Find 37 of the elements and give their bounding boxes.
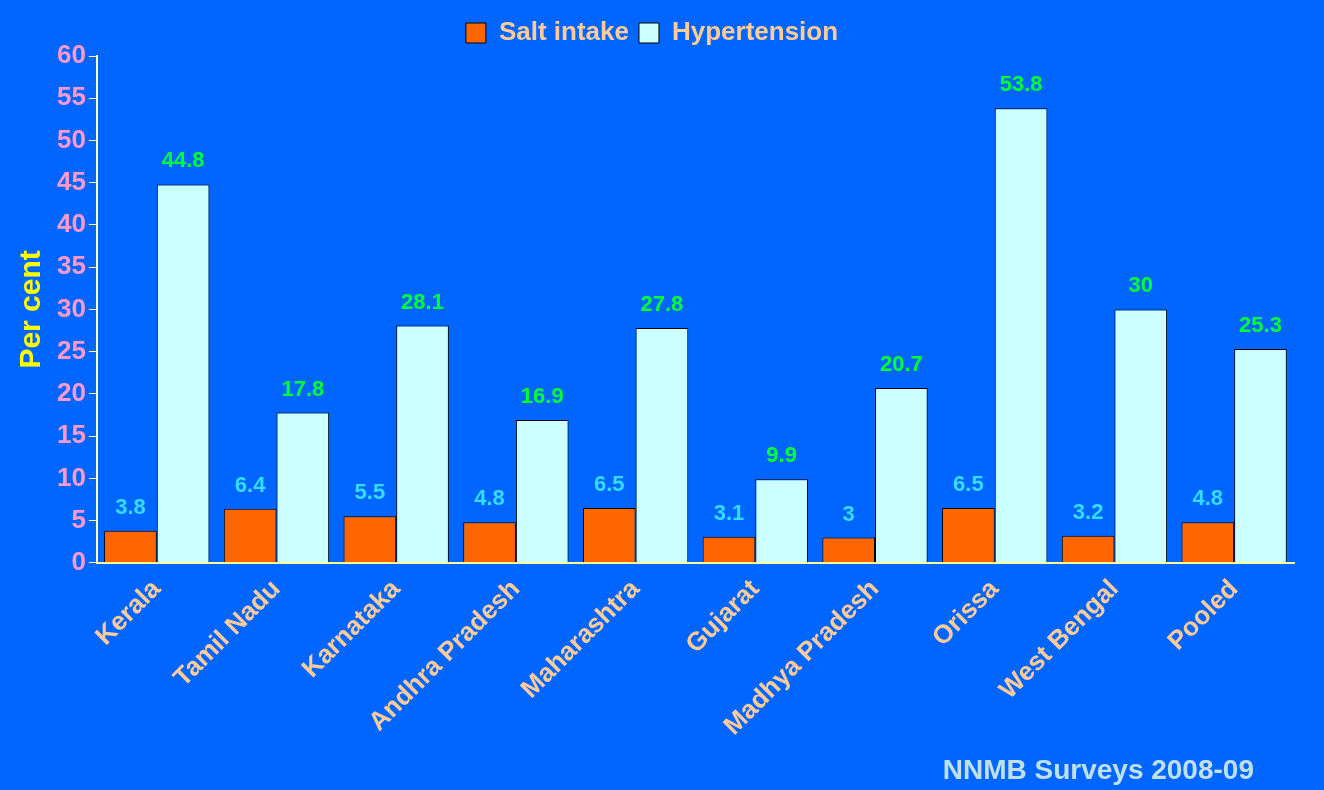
y-tick-label: 40 [57,208,86,239]
text: NNMB Surveys 2008-09 [942,754,1254,786]
legend-label: Hypertension [671,16,839,47]
data-label: 3.1 [713,499,745,525]
y-tick-label: 60 [57,39,86,70]
y-tick-label: 15 [57,419,86,450]
data-label: 28.1 [401,288,444,314]
y-axis-title: Per cent [13,250,47,369]
legend-label: Salt intake [498,16,629,47]
data-label: 5.5 [354,479,386,505]
data-label: 4.8 [1192,485,1224,511]
data-label: 20.7 [879,351,923,377]
y-tick-label: 35 [57,250,86,281]
data-label: 30 [1128,272,1154,298]
y-tick-label: 45 [57,165,86,196]
data-label: 6.4 [234,471,267,497]
y-tick-label: 5 [71,503,86,534]
y-tick-label: 30 [57,292,86,323]
data-label: 25.3 [1239,312,1282,338]
data-label: 17.8 [281,375,325,401]
y-tick-label: 20 [57,377,86,408]
data-label: 16.9 [520,383,564,409]
data-label: 4.8 [474,485,505,511]
data-label: 6.5 [593,470,625,496]
data-label: 3 [842,500,855,526]
y-tick-label: 10 [57,461,86,492]
y-tick-label: 25 [57,334,86,365]
data-label: 3.2 [1072,498,1104,524]
data-label: 3.8 [115,493,146,519]
data-label: 27.8 [640,291,684,317]
y-tick-label: 0 [71,546,86,576]
data-label: 53.8 [999,71,1043,97]
y-tick-label: 50 [57,123,86,154]
data-label: 6.5 [953,470,984,496]
y-tick-label: 55 [57,81,86,112]
data-label: 44.8 [161,147,205,173]
data-label: 9.9 [766,442,797,468]
